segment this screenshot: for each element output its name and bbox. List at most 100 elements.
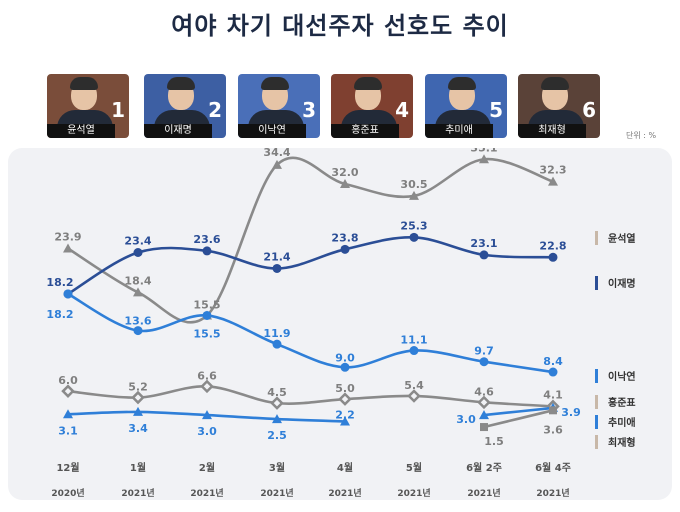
series-point-홍준표: [407, 389, 421, 403]
legend-label-이낙연: 이낙연: [608, 370, 636, 383]
candidate-number: 4: [395, 98, 409, 122]
x-tick-month: 4월: [337, 462, 353, 474]
hair-shape: [448, 77, 476, 90]
candidate-number: 6: [582, 98, 596, 122]
data-label-윤석열: 18.4: [124, 274, 151, 287]
data-label-윤석열: 32.3: [539, 164, 566, 177]
plot-background: [8, 148, 672, 500]
candidate-name: 추미애: [425, 124, 493, 138]
series-point-최재형: [480, 423, 488, 432]
hair-shape: [541, 77, 569, 90]
series-line-홍준표: [67, 385, 554, 408]
x-tick-month: 2월: [199, 462, 215, 474]
x-tick-month: 1월: [130, 462, 146, 474]
data-label-이재명: 21.4: [263, 250, 290, 263]
series-line-추미애-1: [483, 406, 554, 417]
candidate-portraits: 1 윤석열 2 이재명 3 이낙연 4 홍준표 5 추미애 6 최재형: [0, 74, 680, 140]
candidate-number: 2: [208, 98, 222, 122]
data-label-이낙연: 9.0: [335, 351, 355, 364]
series-point-홍준표: [338, 392, 352, 406]
data-label-이낙연: 18.2: [46, 308, 73, 321]
series-point-이낙연: [340, 362, 350, 372]
series-line-최재형: [483, 409, 554, 429]
series-point-추미애: [340, 416, 350, 426]
x-tick-year: 2021년: [536, 487, 569, 499]
hair-shape: [354, 77, 382, 90]
data-label-윤석열: 34.4: [263, 148, 290, 159]
data-label-홍준표: 5.2: [128, 381, 148, 394]
candidate-number: 3: [302, 98, 316, 122]
series-point-이낙연: [133, 326, 143, 336]
series-point-이낙연: [548, 367, 558, 377]
series-point-윤석열: [340, 178, 350, 188]
candidate-portrait-1: 1 윤석열: [47, 74, 129, 138]
data-label-이재명: 18.2: [46, 276, 73, 289]
legend-swatch-윤석열: [595, 231, 598, 245]
data-label-홍준표: 4.6: [474, 385, 494, 398]
series-point-추미애: [133, 406, 143, 416]
candidate-name: 이재명: [144, 124, 212, 138]
data-label-이재명: 22.8: [539, 239, 566, 252]
data-label-이낙연: 13.6: [124, 315, 151, 328]
series-point-이재명: [202, 246, 212, 256]
series-point-윤석열: [409, 190, 419, 200]
candidate-portrait-4: 4 홍준표: [331, 74, 413, 138]
x-tick-month: 5월: [406, 462, 422, 474]
legend-label-추미애: 추미애: [608, 416, 636, 429]
series-point-추미애: [272, 414, 282, 424]
legend-swatch-홍준표: [595, 395, 598, 409]
series-point-윤석열: [133, 287, 143, 297]
data-label-윤석열: 15.5: [193, 298, 220, 311]
series-point-홍준표: [270, 396, 284, 410]
line-chart: 23.9 18.4 15.5 34.4 32.0 30.5 35.1 32.3 18.2 23.4…: [8, 148, 672, 500]
candidate-portrait-5: 5 추미애: [425, 74, 507, 138]
series-point-이재명: [548, 252, 558, 262]
data-label-이낙연: 15.5: [193, 327, 220, 340]
data-label-추미애: 2.5: [267, 429, 287, 442]
candidate-number: 1: [111, 98, 125, 122]
data-label-이재명: 23.1: [470, 237, 497, 250]
series-point-이재명: [133, 248, 143, 258]
unit-label: 단위 : %: [626, 131, 657, 140]
data-label-이재명: 23.6: [193, 233, 220, 246]
series-point-이재명: [272, 263, 282, 273]
series-point-이낙연: [272, 339, 282, 349]
data-label-이재명: 25.3: [400, 219, 427, 232]
series-point-추미애: [202, 410, 212, 420]
candidate-portrait-3: 3 이낙연: [238, 74, 320, 138]
series-point-이낙연: [479, 357, 489, 367]
data-label-추미애: 3.0: [197, 425, 217, 438]
candidate-portrait-6: 6 최재형: [518, 74, 600, 138]
data-label-추미애: 3.4: [128, 422, 148, 435]
candidate-name: 최재형: [518, 124, 586, 138]
data-label-홍준표: 5.0: [335, 382, 355, 395]
page-title: 여야 차기 대선주자 선호도 추이: [171, 12, 509, 40]
x-tick-year: 2021년: [397, 487, 430, 499]
x-tick-month: 6월 2주: [466, 462, 502, 474]
series-point-이재명: [479, 250, 489, 260]
x-tick-year: 2021년: [260, 487, 293, 499]
data-label-이낙연: 8.4: [543, 355, 563, 368]
series-point-추미애: [63, 409, 73, 419]
series-point-윤석열: [479, 154, 489, 164]
x-tick-year: 2021년: [467, 487, 500, 499]
series-point-윤석열: [63, 243, 73, 253]
x-tick-year: 2020년: [51, 487, 84, 499]
legend-swatch-이낙연: [595, 369, 598, 383]
legend-label-이재명: 이재명: [608, 277, 636, 290]
series-point-최재형: [549, 406, 557, 415]
data-label-윤석열: 30.5: [400, 178, 427, 191]
series-point-홍준표: [131, 390, 145, 405]
data-label-홍준표: 6.6: [197, 369, 217, 382]
data-label-홍준표: 5.4: [404, 379, 424, 392]
legend-label-윤석열: 윤석열: [608, 232, 636, 245]
data-label-이재명: 23.4: [124, 235, 151, 248]
candidate-name: 윤석열: [47, 124, 115, 138]
data-label-윤석열: 35.1: [470, 148, 497, 154]
legend-swatch-최재형: [595, 435, 598, 449]
series-point-이재명: [409, 232, 419, 242]
data-label-홍준표: 4.5: [267, 386, 287, 399]
series-point-이낙연: [63, 289, 73, 299]
data-label-이낙연: 11.9: [263, 327, 290, 340]
data-label-최재형: 3.6: [543, 423, 563, 436]
